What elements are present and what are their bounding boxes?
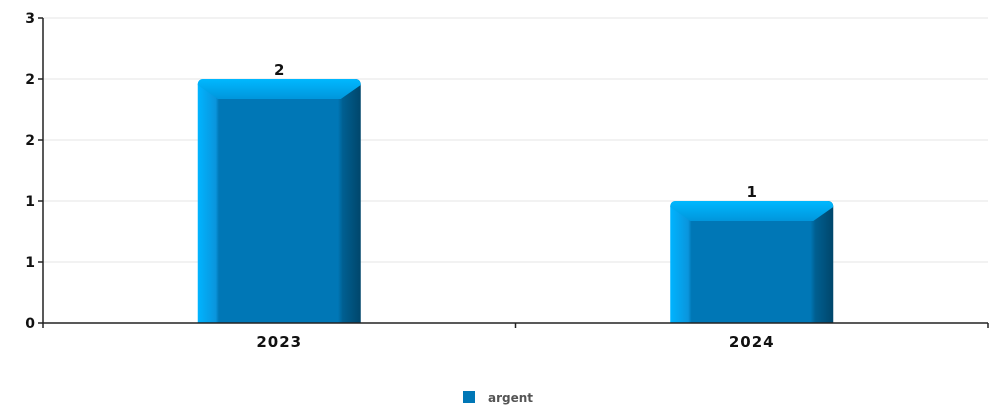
- bar-bevel-top: [197, 79, 361, 99]
- bar-bevel-top: [670, 201, 834, 221]
- legend-swatch-argent: [463, 391, 475, 403]
- bars: [197, 79, 834, 323]
- bar-body: [197, 79, 361, 323]
- grid-lines: [43, 17, 988, 263]
- y-tick-label: 1: [25, 194, 35, 210]
- bar-2024: [670, 201, 834, 323]
- y-tick-label: 2: [25, 72, 35, 88]
- bar-2023: [197, 79, 361, 323]
- data-label-2024: 1: [747, 183, 757, 201]
- y-axis-ticks: 0 1 1 2 2 3: [25, 11, 43, 332]
- y-tick-label: 0: [25, 316, 35, 332]
- y-tick-label: 3: [25, 11, 35, 27]
- legend: argent: [463, 391, 533, 405]
- x-tick-label: 2024: [729, 333, 775, 351]
- y-tick-label: 2: [25, 133, 35, 149]
- data-labels: 21: [274, 61, 757, 201]
- y-tick-label: 1: [25, 255, 35, 271]
- x-tick-label: 2023: [256, 333, 302, 351]
- bar-body: [670, 201, 834, 323]
- x-axis-ticks: 2023 2024: [42, 323, 989, 351]
- data-label-2023: 2: [274, 61, 284, 79]
- legend-label-argent: argent: [488, 391, 533, 405]
